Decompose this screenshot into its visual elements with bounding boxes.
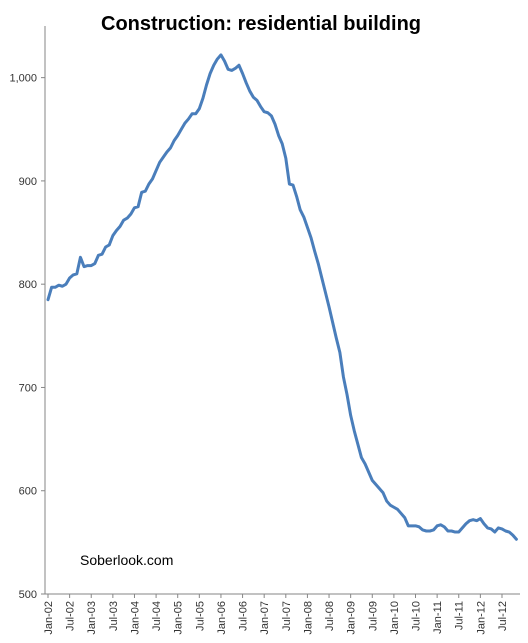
- watermark-text: Soberlook.com: [80, 552, 173, 568]
- x-tick-label: Jan-02: [43, 601, 55, 635]
- x-tick-label: Jul-05: [194, 601, 206, 631]
- x-tick-label: Jan-12: [475, 601, 487, 635]
- x-tick-label: Jan-07: [259, 601, 271, 635]
- x-tick-label: Jul-08: [324, 601, 336, 631]
- x-tick-label: Jul-09: [367, 601, 379, 631]
- x-tick-label: Jul-06: [238, 601, 250, 631]
- x-tick-label: Jul-11: [454, 601, 466, 630]
- x-tick-label: Jul-07: [281, 601, 293, 631]
- y-tick-label: 500: [19, 589, 37, 601]
- x-tick-label: Jul-02: [65, 601, 77, 631]
- y-tick-label: 600: [19, 486, 37, 498]
- chart-title: Construction: residential building: [101, 13, 421, 35]
- x-tick-label: Jan-11: [432, 601, 444, 634]
- x-tick-label: Jan-10: [389, 601, 401, 635]
- x-tick-label: Jul-04: [151, 601, 163, 631]
- x-tick-label: Jul-03: [108, 601, 120, 631]
- x-tick-label: Jan-06: [216, 601, 228, 635]
- x-tick-label: Jan-04: [129, 601, 141, 635]
- x-ticks: Jan-02 Jul-02 Jan-03 Jul-03 Jan-04 Jul-04 Jan-…: [43, 594, 509, 635]
- x-tick-label: Jul-10: [411, 601, 423, 631]
- y-tick-label: 700: [19, 382, 37, 394]
- series-line: [46, 53, 518, 541]
- y-ticks: 500 600 700 800 900 1,000: [9, 73, 45, 601]
- x-tick-label: Jan-09: [346, 601, 358, 635]
- y-tick-label: 800: [19, 279, 37, 291]
- y-tick-label: 1,000: [9, 73, 37, 85]
- y-tick-label: 900: [19, 176, 37, 188]
- x-tick-label: Jul-12: [497, 601, 509, 631]
- x-tick-label: Jan-08: [302, 601, 314, 635]
- x-tick-label: Jan-03: [86, 601, 98, 635]
- x-tick-label: Jan-05: [173, 601, 185, 635]
